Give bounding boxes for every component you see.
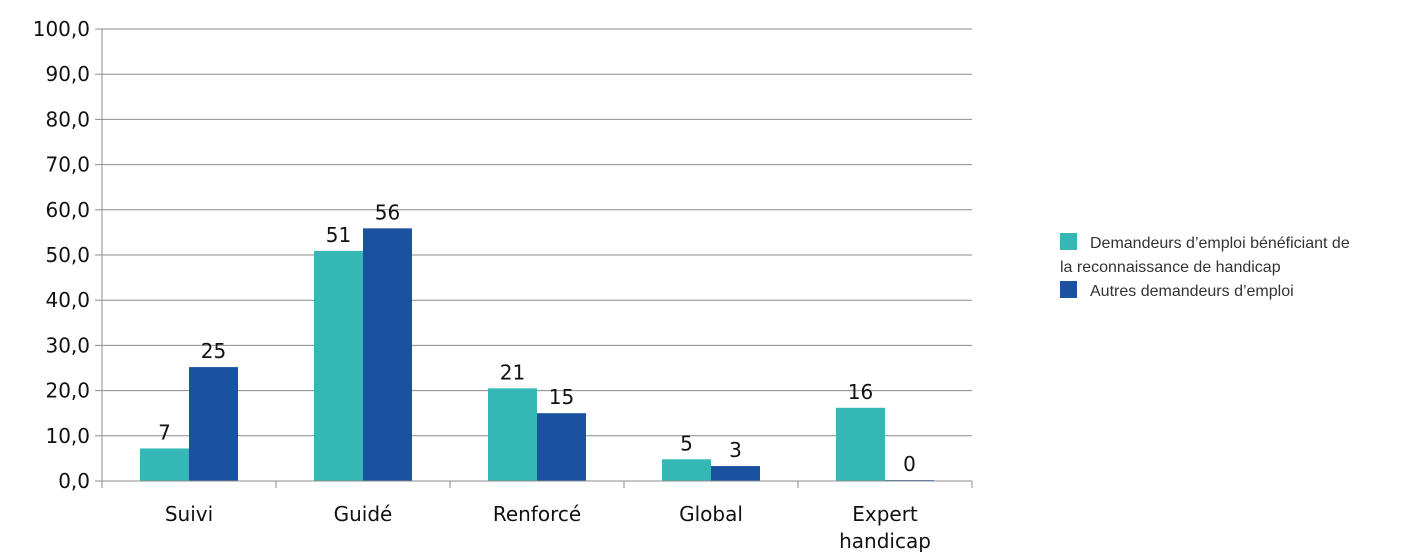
x-category-label: Global	[679, 502, 743, 526]
bar-autres	[537, 413, 586, 481]
legend: Demandeurs d’emploi bénéficiant de la re…	[1060, 232, 1390, 304]
data-label: 25	[201, 339, 226, 363]
x-category-label: Renforcé	[493, 502, 581, 526]
gridlines	[102, 28, 972, 437]
y-tick-label: 60,0	[45, 198, 90, 222]
bar-autres	[189, 367, 238, 481]
bar-handicap	[662, 459, 711, 481]
bar-handicap	[836, 407, 885, 481]
bar-handicap	[140, 448, 189, 481]
legend-item-autres: Autres demandeurs d’emploi	[1060, 280, 1390, 304]
y-tick-label: 0,0	[58, 469, 90, 493]
y-tick-label: 50,0	[45, 243, 90, 267]
y-tick-label: 20,0	[45, 379, 90, 403]
data-label: 0	[903, 452, 916, 476]
data-label: 5	[680, 431, 693, 455]
y-axis-tick-labels: 0,0 10,0 20,0 30,0 40,0 50,0 60,0 70,0 80,0 90,0 1…	[33, 17, 90, 493]
data-label: 7	[158, 420, 171, 444]
y-tick-label: 100,0	[33, 17, 90, 41]
bar-handicap	[488, 388, 537, 481]
x-category-label: Expert	[852, 502, 918, 526]
data-label: 21	[500, 360, 525, 384]
y-tick-label: 80,0	[45, 107, 90, 131]
data-label: 16	[848, 380, 873, 404]
bars	[140, 228, 934, 481]
x-category-label: Suivi	[165, 502, 213, 526]
y-tick-label: 10,0	[45, 424, 90, 448]
data-labels: 7 25 51 56 21 15 5 3 16 0	[158, 200, 916, 476]
bar-autres	[363, 228, 412, 481]
data-label: 3	[729, 438, 742, 462]
x-category-label: handicap	[839, 529, 931, 552]
bar-autres	[711, 466, 760, 481]
data-label: 15	[549, 385, 574, 409]
legend-item-handicap: Demandeurs d’emploi bénéficiant de la re…	[1060, 232, 1390, 280]
x-category-label: Guidé	[334, 502, 393, 526]
legend-label-handicap-line-1: Demandeurs d’emploi bénéficiant de	[1090, 235, 1350, 252]
data-label: 51	[326, 223, 351, 247]
bar-handicap	[314, 250, 363, 481]
y-tick-label: 90,0	[45, 62, 90, 86]
legend-label-autres: Autres demandeurs d’emploi	[1090, 283, 1294, 300]
x-axis-category-labels: Suivi Guidé Renforcé Global Expert handicap	[165, 502, 931, 552]
y-tick-label: 70,0	[45, 153, 90, 177]
data-label: 56	[375, 200, 400, 224]
legend-label-handicap-line-2: la reconnaissance de handicap	[1060, 259, 1281, 276]
legend-swatch-handicap	[1060, 233, 1077, 250]
y-tick-label: 40,0	[45, 288, 90, 312]
axes	[95, 28, 973, 488]
legend-swatch-autres	[1060, 281, 1077, 298]
y-tick-label: 30,0	[45, 333, 90, 357]
